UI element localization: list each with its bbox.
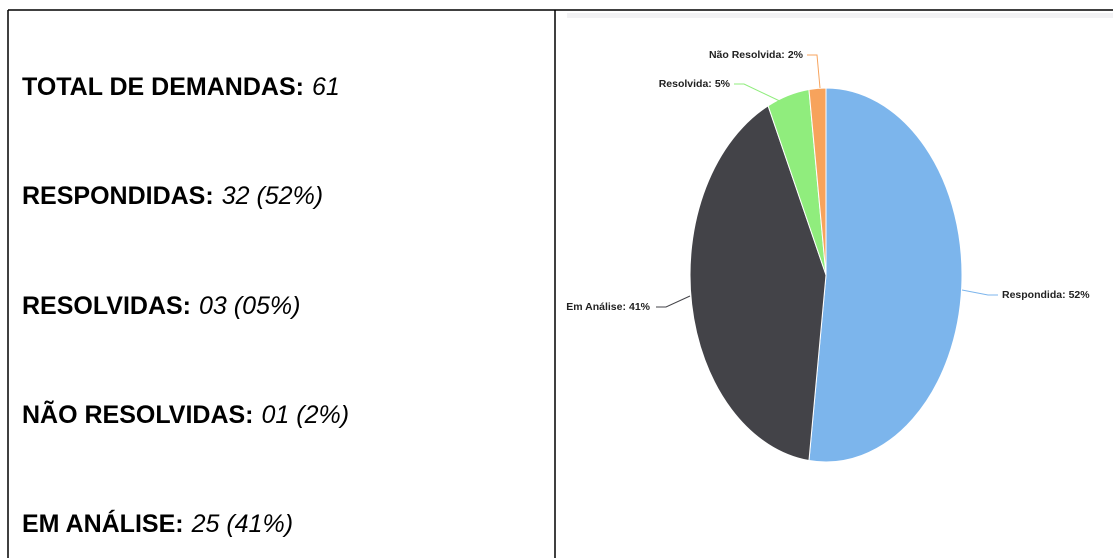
- pie-slice: [689, 105, 827, 462]
- connector: [734, 83, 787, 105]
- stat-line: NÃO RESOLVIDAS: 01 (2%): [22, 399, 349, 429]
- chart-frame: [567, 13, 1113, 18]
- connector: [961, 289, 998, 296]
- stat-line: EM ANÁLISE: 25 (41%): [22, 509, 293, 538]
- pie-slice: [808, 87, 827, 276]
- pie-slice: [808, 87, 963, 463]
- stat-line: TOTAL DE DEMANDAS: 61: [22, 73, 340, 101]
- stat-value: 25 (41%): [191, 510, 293, 538]
- pie-label-value: 5%: [715, 78, 731, 90]
- pie-label: Resolvida: 5%: [659, 78, 731, 90]
- connector: [656, 295, 691, 308]
- pie-label: Em Análise: 41%: [566, 301, 650, 313]
- stat-value: 01 (2%): [262, 401, 350, 429]
- pie-label: Não Resolvida: 2%: [709, 49, 804, 61]
- pie-label-category: Não Resolvida:: [709, 49, 785, 61]
- stat-value: 03 (05%): [199, 292, 300, 320]
- pie-label: Respondida: 52%: [1002, 289, 1090, 301]
- pie-label-value: 2%: [788, 49, 804, 61]
- stat-line: RESPONDIDAS: 32 (52%): [22, 182, 323, 210]
- pie-label-value: 52%: [1069, 289, 1091, 301]
- stat-label: RESPONDIDAS:: [22, 182, 214, 210]
- stat-label: NÃO RESOLVIDAS:: [22, 399, 254, 429]
- stat-label: TOTAL DE DEMANDAS:: [22, 73, 304, 101]
- stat-value: 32 (52%): [222, 182, 323, 210]
- pie-chart: Respondida: 52% Em Análise: 41% Resolvida: 5%…: [566, 49, 1090, 463]
- stats: TOTAL DE DEMANDAS: 61 RESPONDIDAS: 32 (52%)…: [22, 73, 349, 538]
- pie-label-value: 41%: [629, 301, 651, 313]
- pie-label-category: Em Análise:: [566, 301, 626, 313]
- connector: [807, 54, 821, 89]
- stat-label: RESOLVIDAS:: [22, 292, 191, 320]
- stat-value: 61: [312, 73, 340, 101]
- pie-label-category: Resolvida:: [659, 78, 712, 90]
- stat-label: EM ANÁLISE:: [22, 509, 184, 538]
- pie-label-category: Respondida:: [1002, 289, 1066, 301]
- stat-line: RESOLVIDAS: 03 (05%): [22, 292, 300, 320]
